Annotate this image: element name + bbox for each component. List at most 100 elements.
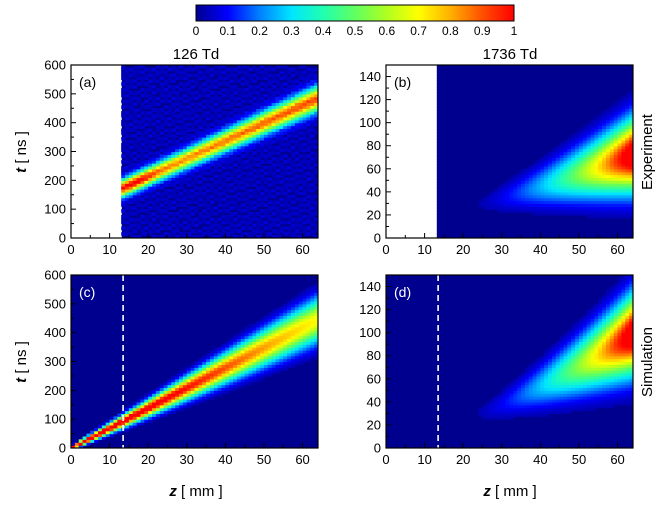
heatmap-cell-nodata <box>74 122 80 127</box>
heatmap-cell-nodata <box>393 145 399 150</box>
heatmap-cell <box>244 191 250 196</box>
heatmap-cell <box>548 160 553 164</box>
heatmap-cell <box>125 194 130 199</box>
heatmap-cell <box>310 70 315 75</box>
heatmap-cell-nodata <box>409 65 414 69</box>
heatmap-cell-nodata <box>409 88 414 92</box>
heatmap-cell-nodata <box>101 93 107 98</box>
heatmap-cell <box>605 148 611 153</box>
heatmap-cell-nodata <box>90 137 95 141</box>
heatmap-cell-nodata <box>82 145 88 150</box>
heatmap-cell <box>121 142 126 147</box>
heatmap-cell <box>175 235 180 238</box>
heatmap-cell <box>236 174 242 179</box>
heatmap-cell <box>128 422 134 426</box>
heatmap-cell <box>159 413 165 417</box>
heatmap-cell <box>140 203 145 207</box>
heatmap-cell-nodata <box>432 163 437 167</box>
heatmap-cell <box>536 203 541 207</box>
heatmap-cell <box>517 191 522 196</box>
heatmap-cell <box>548 168 553 173</box>
heatmap-cell <box>275 217 281 222</box>
heatmap-cell <box>159 384 165 389</box>
heatmap-cell-nodata <box>109 180 115 184</box>
heatmap-cell <box>617 142 623 147</box>
heatmap-cell-nodata <box>393 154 399 158</box>
heatmap-cell-nodata <box>432 186 437 190</box>
heatmap-cell <box>256 203 261 207</box>
heatmap-cell <box>536 186 541 190</box>
heatmap-cell <box>260 116 265 121</box>
heatmap-cell <box>152 122 157 127</box>
heatmap-cell <box>629 102 633 106</box>
heatmap-cell <box>167 381 172 386</box>
heatmap-cell <box>629 203 633 207</box>
heatmap-cell <box>267 116 273 121</box>
heatmap-cell <box>267 200 273 204</box>
heatmap-cell <box>252 188 257 193</box>
heatmap-cell <box>287 232 292 236</box>
heatmap-cell-nodata <box>101 96 107 101</box>
heatmap-cell <box>602 177 607 181</box>
heatmap-cell <box>198 212 203 216</box>
heatmap-cell-nodata <box>405 70 410 75</box>
heatmap-cell <box>609 163 615 167</box>
heatmap-cell-nodata <box>424 157 430 161</box>
heatmap-cell <box>290 232 296 236</box>
heatmap-cell <box>186 209 192 213</box>
heatmap-cell-nodata <box>74 212 80 216</box>
heatmap-cell <box>283 88 288 92</box>
heatmap-cell-nodata <box>393 111 399 115</box>
heatmap-cell-nodata <box>117 148 122 153</box>
heatmap-cell-nodata <box>82 65 88 69</box>
heatmap-cell <box>179 105 184 109</box>
heatmap-cell <box>182 82 188 86</box>
heatmap-cell-nodata <box>416 65 422 69</box>
heatmap-cell <box>548 177 553 181</box>
heatmap-cell-nodata <box>86 214 91 219</box>
heatmap-cell <box>182 111 188 115</box>
heatmap-cell <box>71 445 76 448</box>
heatmap-cell <box>298 73 304 78</box>
heatmap-cell <box>182 194 188 199</box>
heatmap-cell <box>294 235 300 238</box>
heatmap-cell-nodata <box>428 235 433 238</box>
heatmap-cell <box>283 82 288 86</box>
heatmap-cell <box>244 151 250 155</box>
heatmap-cell-nodata <box>109 70 115 75</box>
heatmap-cell-nodata <box>94 114 99 118</box>
heatmap-cell <box>613 188 619 193</box>
heatmap-cell <box>590 203 596 207</box>
heatmap-cell <box>598 191 603 196</box>
heatmap-cell <box>567 206 572 210</box>
heatmap-cell <box>171 139 176 144</box>
heatmap-cell <box>198 220 203 225</box>
heatmap-cell <box>101 436 107 440</box>
heatmap-cell-nodata <box>393 157 399 161</box>
heatmap-cell <box>287 88 292 92</box>
heatmap-cell <box>559 203 565 207</box>
heatmap-cell <box>159 85 165 89</box>
heatmap-cell <box>540 197 545 202</box>
heatmap-cell <box>155 183 161 187</box>
heatmap-cell-nodata <box>409 139 414 144</box>
heatmap-cell-nodata <box>90 217 95 222</box>
heatmap-cell-nodata <box>405 180 410 184</box>
heatmap-cell <box>275 65 281 69</box>
heatmap-cell <box>548 206 553 210</box>
heatmap-cell <box>236 197 242 202</box>
heatmap-cell-nodata <box>393 70 399 75</box>
heatmap-cell <box>244 200 250 204</box>
heatmap-cell-nodata <box>416 157 422 161</box>
heatmap-cell <box>186 65 192 69</box>
heatmap-cell <box>501 186 507 190</box>
heatmap-cell-nodata <box>416 183 422 187</box>
heatmap-cell <box>148 206 153 210</box>
heatmap-cell <box>609 128 615 132</box>
heatmap-cell-nodata <box>393 232 399 236</box>
heatmap-cell <box>121 88 126 92</box>
heatmap-cell <box>179 177 184 181</box>
heatmap-cell <box>294 102 300 106</box>
heatmap-cell-nodata <box>109 212 115 216</box>
heatmap-cell <box>236 160 242 164</box>
